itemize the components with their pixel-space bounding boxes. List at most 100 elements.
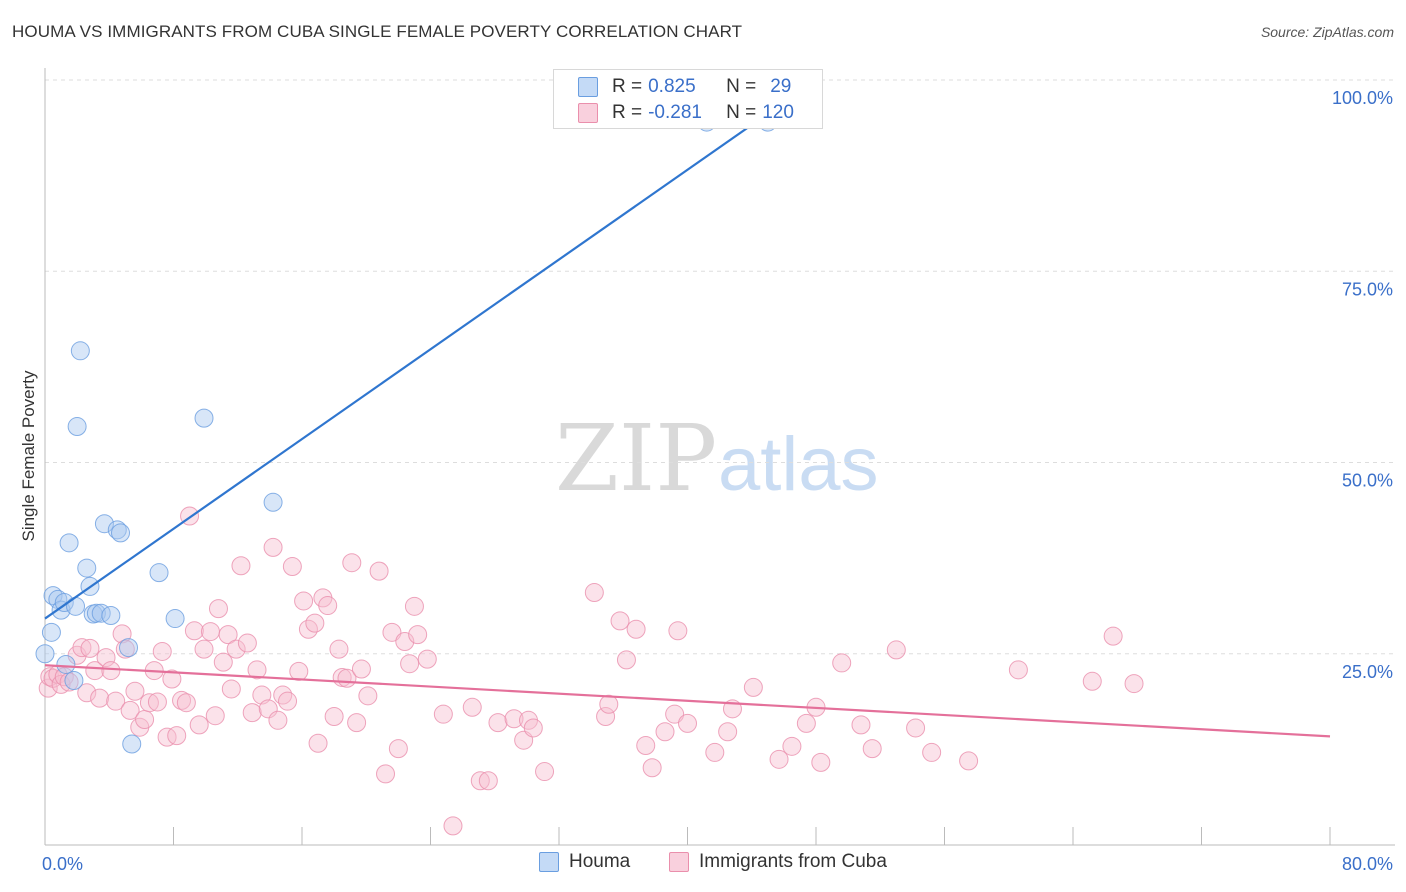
series-immigrants-from-cuba	[38, 506, 1144, 836]
cuba-point	[231, 556, 251, 576]
cuba-point	[282, 557, 302, 577]
cuba-point	[811, 752, 831, 772]
cuba-point	[408, 625, 428, 645]
houma-point	[101, 606, 121, 625]
x-tick-labels: 0.0% 80.0%	[42, 854, 1393, 874]
cuba-point	[1008, 660, 1028, 680]
cuba-point	[189, 715, 209, 735]
cuba-point	[308, 733, 328, 753]
cuba-point	[376, 764, 396, 784]
cuba-trend-line	[44, 664, 1331, 738]
cuba-point	[851, 715, 871, 735]
cuba-point	[832, 653, 852, 673]
cuba-point	[157, 727, 177, 747]
cuba-point	[504, 709, 524, 729]
cuba-point	[369, 561, 389, 581]
cuba-point	[115, 639, 135, 659]
houma-point	[56, 654, 76, 674]
cuba-point	[167, 726, 187, 746]
houma-point	[122, 734, 142, 754]
watermark-zip: ZIP	[555, 405, 717, 512]
cuba-point	[678, 713, 697, 733]
cuba-point	[247, 660, 267, 680]
cuba-point	[400, 654, 420, 674]
cuba-point	[208, 599, 228, 619]
y-tick-label: 100.0%	[1332, 88, 1393, 108]
correlation-legend: R = 0.825 N = 29 R = -0.281 N = 120	[553, 69, 823, 129]
legend-n-value: 120	[762, 102, 794, 123]
cuba-point	[782, 736, 802, 756]
houma-point	[51, 600, 71, 620]
cuba-point	[135, 710, 155, 730]
watermark-atlas: atlas	[718, 422, 879, 507]
cuba-point	[172, 690, 192, 710]
cuba-point	[318, 596, 338, 616]
cuba-point	[636, 736, 656, 756]
cuba-point	[278, 691, 298, 711]
cuba-point	[642, 758, 662, 778]
cuba-point	[665, 704, 685, 724]
legend-r-label: R =	[612, 76, 643, 97]
legend-swatch-cuba	[669, 852, 689, 872]
cuba-point	[470, 771, 490, 791]
cuba-point	[417, 649, 437, 669]
cuba-point	[462, 697, 482, 717]
cuba-point	[610, 611, 630, 631]
cuba-point	[218, 625, 238, 645]
legend-n-label: N =	[726, 102, 757, 123]
cuba-point	[388, 739, 408, 759]
cuba-point	[718, 722, 738, 742]
legend-n-label: N =	[726, 76, 757, 97]
cuba-point	[289, 661, 309, 681]
cuba-point	[139, 693, 159, 713]
y-tick-label: 25.0%	[1342, 662, 1393, 682]
cuba-point	[51, 674, 71, 694]
legend-swatch-houma	[539, 852, 559, 872]
legend-swatch-pink	[578, 103, 598, 123]
legend-item-houma: Houma	[539, 851, 630, 873]
cuba-point	[213, 652, 233, 672]
houma-point	[194, 408, 214, 428]
legend-swatch-blue	[578, 77, 598, 97]
houma-point	[86, 603, 106, 623]
cuba-point	[796, 713, 816, 733]
cuba-point	[80, 638, 100, 658]
series-legend: Houma Immigrants from Cuba	[0, 851, 1406, 877]
cuba-point	[478, 771, 498, 791]
legend-row-houma: R = 0.825 N = 29	[578, 75, 791, 99]
houma-point	[107, 520, 127, 540]
cuba-point	[263, 537, 283, 557]
y-tick-labels: 25.0% 50.0% 75.0% 100.0%	[1332, 88, 1393, 682]
cuba-point	[668, 621, 688, 641]
legend-r-label: R =	[612, 102, 643, 123]
cuba-point	[221, 679, 241, 699]
cuba-point	[226, 639, 246, 659]
houma-point	[165, 609, 185, 629]
cuba-point	[200, 622, 220, 642]
cuba-point	[106, 691, 126, 711]
houma-point	[64, 671, 84, 691]
watermark: ZIP atlas	[555, 405, 879, 512]
cuba-point	[40, 667, 60, 687]
cuba-point	[886, 640, 906, 660]
houma-point	[77, 558, 97, 578]
cuba-point	[922, 742, 942, 762]
houma-point	[41, 622, 61, 642]
cuba-point	[305, 613, 325, 633]
cuba-point	[162, 669, 182, 689]
cuba-point	[351, 659, 371, 679]
cuba-point	[596, 706, 616, 726]
cuba-point	[959, 751, 979, 771]
cuba-point	[1103, 626, 1123, 646]
houma-point	[149, 563, 169, 583]
cuba-point	[523, 718, 543, 738]
legend-r-value: -0.281	[648, 102, 702, 123]
legend-r-value: 0.825	[648, 76, 696, 97]
houma-point	[59, 533, 79, 553]
cuba-point	[358, 686, 378, 706]
cuba-point	[101, 661, 121, 681]
cuba-point	[626, 619, 646, 639]
legend-item-cuba: Immigrants from Cuba	[669, 851, 887, 873]
y-axis-label: Single Female Poverty	[19, 370, 38, 542]
axes	[44, 68, 1395, 846]
